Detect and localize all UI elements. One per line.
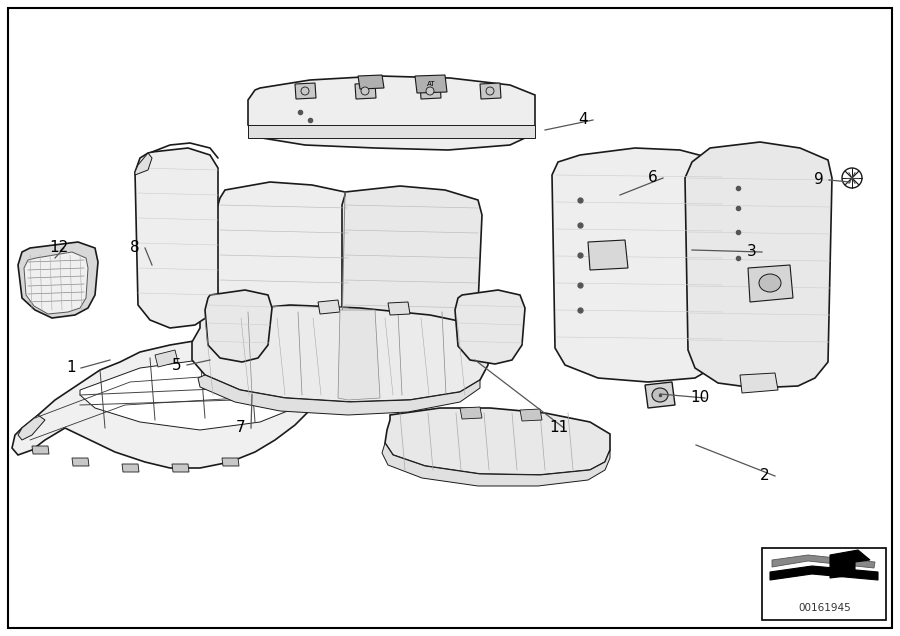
Text: AT: AT	[427, 81, 436, 87]
Text: 2: 2	[760, 469, 770, 483]
Polygon shape	[460, 407, 482, 419]
Polygon shape	[748, 265, 793, 302]
Text: 10: 10	[690, 391, 709, 406]
Text: 00161945: 00161945	[798, 603, 851, 613]
Polygon shape	[215, 182, 352, 335]
Polygon shape	[415, 75, 447, 93]
Polygon shape	[24, 252, 88, 314]
Polygon shape	[480, 83, 501, 99]
Text: 7: 7	[236, 420, 246, 436]
Text: 8: 8	[130, 240, 140, 256]
Polygon shape	[222, 458, 239, 466]
Polygon shape	[72, 458, 89, 466]
Polygon shape	[318, 300, 340, 314]
Polygon shape	[740, 373, 778, 393]
Polygon shape	[588, 240, 628, 270]
Circle shape	[301, 87, 309, 95]
Polygon shape	[852, 171, 860, 178]
Text: 1: 1	[66, 361, 76, 375]
Ellipse shape	[652, 388, 668, 402]
Circle shape	[426, 87, 434, 95]
Polygon shape	[852, 178, 860, 185]
Text: 6: 6	[648, 170, 658, 186]
Polygon shape	[172, 464, 189, 472]
Polygon shape	[845, 171, 852, 178]
Polygon shape	[205, 290, 272, 362]
Polygon shape	[552, 148, 725, 382]
Polygon shape	[122, 464, 139, 472]
Polygon shape	[18, 415, 45, 440]
Polygon shape	[385, 408, 610, 475]
Polygon shape	[295, 83, 316, 99]
Polygon shape	[32, 446, 49, 454]
Text: 3: 3	[747, 244, 757, 259]
Polygon shape	[155, 350, 178, 367]
Polygon shape	[215, 345, 238, 360]
Polygon shape	[338, 310, 380, 400]
Polygon shape	[520, 409, 542, 421]
Polygon shape	[455, 290, 525, 364]
Polygon shape	[80, 360, 305, 430]
Text: 4: 4	[578, 113, 588, 127]
Polygon shape	[198, 375, 480, 415]
Text: 12: 12	[49, 240, 68, 256]
Ellipse shape	[759, 274, 781, 292]
Polygon shape	[358, 75, 384, 89]
Polygon shape	[342, 186, 482, 335]
Polygon shape	[248, 125, 535, 138]
Polygon shape	[645, 382, 675, 408]
Polygon shape	[192, 305, 490, 402]
Polygon shape	[388, 302, 410, 315]
Polygon shape	[772, 555, 875, 568]
Polygon shape	[845, 178, 852, 185]
Polygon shape	[355, 83, 376, 99]
Polygon shape	[12, 340, 322, 468]
Bar	[762, 548, 886, 620]
Polygon shape	[135, 153, 152, 175]
Circle shape	[361, 87, 369, 95]
Polygon shape	[248, 76, 535, 150]
Polygon shape	[830, 550, 870, 578]
Polygon shape	[420, 83, 441, 99]
Text: 5: 5	[172, 357, 182, 373]
Polygon shape	[685, 142, 832, 388]
Polygon shape	[382, 443, 610, 486]
Polygon shape	[135, 148, 218, 328]
Text: 11: 11	[549, 420, 568, 436]
Polygon shape	[770, 566, 878, 580]
Polygon shape	[18, 242, 98, 318]
Circle shape	[486, 87, 494, 95]
Text: 9: 9	[814, 172, 824, 188]
